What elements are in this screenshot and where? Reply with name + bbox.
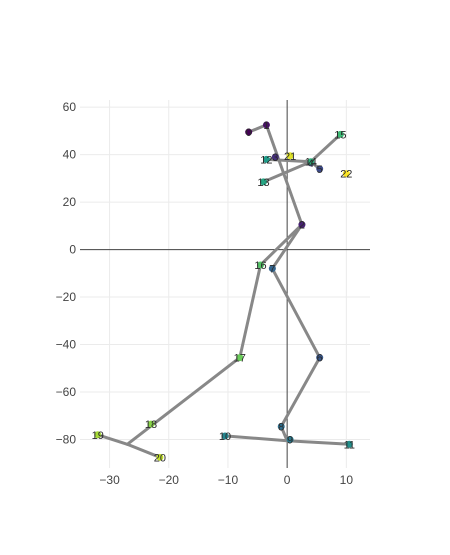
point-marker-5 (316, 165, 324, 173)
point-label-16: 16 (254, 260, 266, 272)
point-marker-6 (316, 354, 324, 362)
point-markers (94, 121, 353, 461)
point-marker-20 (156, 453, 164, 461)
point-label-8: 8 (278, 421, 284, 433)
point-label-12: 12 (260, 154, 272, 166)
point-label-7: 7 (269, 264, 275, 276)
y-tick-label-6: 40 (63, 148, 77, 162)
point-marker-11 (345, 440, 353, 448)
x-tick-label-4: 10 (340, 473, 354, 487)
connection-line-1 (125, 442, 162, 459)
connection-line-2 (223, 223, 322, 443)
point-label-3: 3 (272, 152, 278, 164)
point-marker-17 (236, 354, 244, 362)
y-tick-label-5: 20 (63, 195, 77, 209)
point-marker-12 (262, 155, 270, 163)
y-tick-label-7: 60 (63, 100, 77, 114)
point-label-0: 0 (246, 127, 252, 139)
point-label-4: 4 (308, 158, 314, 170)
x-tick-label-2: −10 (218, 473, 239, 487)
point-marker-9 (286, 436, 294, 444)
point-label-20: 20 (154, 452, 166, 464)
point-label-5: 5 (317, 164, 323, 176)
point-marker-1 (262, 121, 270, 129)
point-label-15: 15 (334, 129, 346, 141)
point-label-9: 9 (287, 435, 293, 447)
point-label-14: 14 (305, 157, 317, 169)
point-label-22: 22 (340, 169, 352, 181)
point-marker-7 (268, 265, 276, 273)
point-label-21: 21 (284, 151, 296, 163)
point-marker-3 (271, 153, 279, 161)
point-label-13: 13 (257, 177, 269, 189)
y-tick-label-2: −40 (56, 338, 77, 352)
point-label-19: 19 (92, 430, 104, 442)
point-label-6: 6 (317, 353, 323, 365)
point-marker-8 (277, 422, 285, 430)
point-marker-13 (259, 178, 267, 186)
point-marker-19 (94, 431, 102, 439)
point-marker-21 (286, 152, 294, 160)
point-marker-16 (257, 261, 265, 269)
point-label-2: 2 (299, 220, 305, 232)
connection-line-3 (285, 439, 351, 446)
y-tick-label-4: 0 (69, 243, 76, 257)
y-tick-label-1: −60 (56, 385, 77, 399)
point-label-18: 18 (145, 419, 157, 431)
point-label-11: 11 (344, 439, 355, 451)
point-label-17: 17 (234, 353, 246, 365)
point-label-1: 1 (263, 120, 269, 132)
point-marker-15 (336, 130, 344, 138)
x-tick-label-3: 0 (284, 473, 291, 487)
x-tick-label-1: −20 (159, 473, 180, 487)
point-marker-22 (342, 170, 350, 178)
point-label-10: 10 (219, 431, 231, 443)
y-tick-label-3: −20 (56, 290, 77, 304)
point-marker-2 (298, 221, 306, 229)
point-marker-10 (221, 432, 229, 440)
point-marker-14 (307, 158, 315, 166)
x-tick-label-0: −30 (99, 473, 120, 487)
point-marker-0 (245, 128, 253, 136)
point-marker-18 (147, 420, 155, 428)
y-tick-label-0: −80 (56, 433, 77, 447)
